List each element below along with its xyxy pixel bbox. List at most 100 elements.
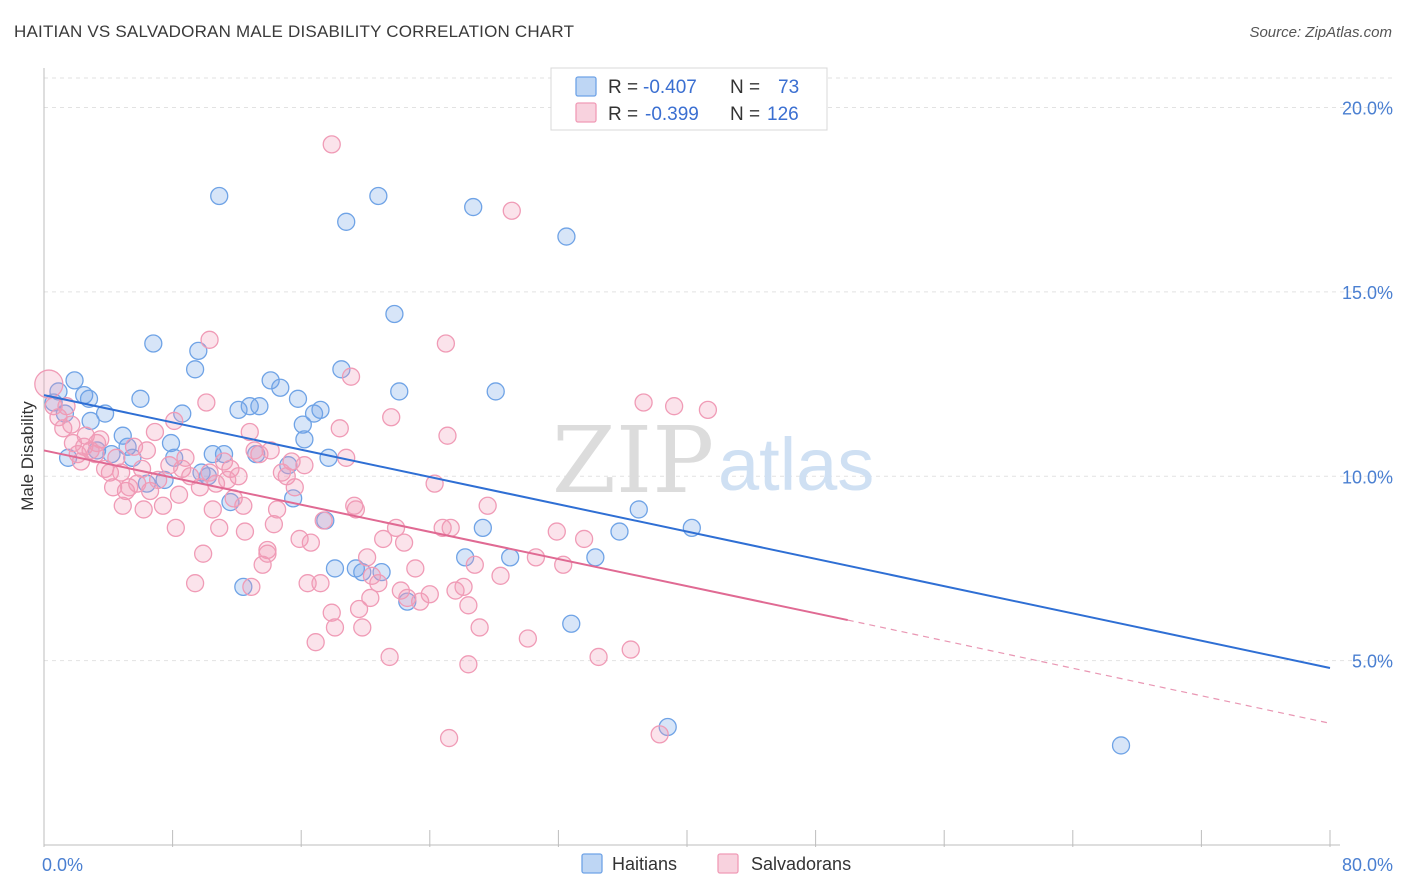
- data-point-salvadorans: [137, 441, 157, 460]
- data-point-haitians: [586, 548, 605, 567]
- data-point-salvadorans: [441, 518, 460, 538]
- data-point-salvadorans: [200, 330, 219, 349]
- data-point-salvadorans: [134, 500, 153, 519]
- legend-r-label-haitians: R =: [608, 77, 638, 98]
- data-point-salvadorans: [57, 397, 76, 416]
- data-point-salvadorans: [314, 511, 333, 530]
- data-point-salvadorans: [547, 522, 566, 541]
- data-point-salvadorans: [267, 500, 287, 519]
- data-point-salvadorans: [478, 496, 497, 515]
- axes: [43, 68, 1340, 847]
- data-point-salvadorans: [261, 441, 280, 460]
- x-tick-labels: 0.0% 80.0%: [42, 855, 1393, 875]
- data-point-haitians: [131, 389, 150, 408]
- data-point-salvadorans: [526, 548, 546, 567]
- data-point-salvadorans: [298, 574, 317, 593]
- data-point-haitians: [288, 389, 308, 408]
- data-point-salvadorans: [203, 500, 222, 519]
- data-point-salvadorans: [322, 603, 341, 622]
- data-point-haitians: [385, 304, 404, 324]
- legend-swatch-haitians: [575, 76, 597, 97]
- chart-source: Source: ZipAtlas.com: [1249, 24, 1392, 41]
- legend-n-value-salvadorans: 126: [767, 104, 799, 125]
- data-point-salvadorans: [258, 544, 277, 563]
- data-point-salvadorans: [439, 728, 459, 748]
- data-point-haitians: [319, 448, 338, 467]
- data-point-salvadorans: [240, 422, 259, 442]
- data-point-salvadorans: [346, 500, 366, 519]
- data-point-salvadorans: [353, 618, 372, 637]
- data-point-salvadorans: [285, 478, 304, 497]
- data-point-salvadorans: [502, 201, 521, 220]
- data-point-salvadorans: [301, 533, 320, 552]
- data-point-salvadorans: [176, 448, 195, 467]
- data-point-haitians: [261, 371, 280, 390]
- data-point-salvadorans: [169, 485, 189, 504]
- data-point-salvadorans: [153, 496, 173, 515]
- watermark: ZIP atlas: [552, 407, 874, 514]
- data-point-haitians: [610, 522, 629, 541]
- data-point-haitians: [161, 433, 181, 453]
- data-point-salvadorans: [250, 444, 269, 464]
- data-point-salvadorans: [306, 633, 325, 652]
- data-point-haitians: [325, 559, 345, 578]
- data-point-salvadorans: [193, 544, 213, 563]
- data-point-salvadorans: [374, 529, 393, 549]
- data-point-salvadorans: [290, 529, 309, 549]
- data-point-haitians: [486, 382, 505, 401]
- data-point-salvadorans: [621, 640, 640, 659]
- data-point-haitians: [562, 614, 581, 633]
- legend-n-label-haitians: N =: [730, 77, 760, 98]
- data-point-salvadorans: [62, 415, 81, 434]
- data-point-salvadorans: [91, 430, 110, 449]
- watermark-zip: ZIP: [552, 407, 714, 514]
- data-point-salvadorans: [200, 463, 219, 482]
- bottom-legend-swatch-salvadorans: [717, 853, 739, 874]
- x-tick-label-start: 0.0%: [42, 855, 83, 875]
- y-tick-labels: 5.0% 10.0% 15.0% 20.0%: [1342, 99, 1393, 672]
- data-point-salvadorans: [361, 588, 380, 608]
- bottom-legend-label-haitians: Haitians: [612, 854, 677, 874]
- data-point-haitians: [337, 212, 356, 231]
- data-point-salvadorans: [357, 548, 377, 567]
- data-point-salvadorans: [234, 496, 253, 515]
- data-point-haitians: [311, 400, 330, 420]
- data-point-salvadorans: [436, 334, 456, 353]
- data-point-salvadorans: [454, 577, 473, 597]
- data-point-salvadorans: [650, 725, 669, 744]
- y-tick-label: 15.0%: [1342, 283, 1393, 303]
- y-tick-label: 20.0%: [1342, 99, 1393, 119]
- data-point-salvadorans: [491, 566, 510, 585]
- data-point-salvadorans: [698, 400, 718, 420]
- data-point-salvadorans: [369, 574, 388, 593]
- data-point-salvadorans: [295, 456, 314, 475]
- data-point-salvadorans: [349, 599, 369, 619]
- data-point-salvadorans: [470, 618, 489, 637]
- data-point-salvadorans: [210, 518, 229, 538]
- data-point-salvadorans: [459, 655, 478, 674]
- trend-line-extension-salvadorans: [847, 619, 1331, 724]
- data-point-salvadorans: [330, 419, 349, 438]
- data-point-salvadorans: [34, 369, 64, 399]
- data-point-salvadorans: [214, 452, 234, 471]
- data-point-salvadorans: [634, 393, 653, 412]
- data-point-haitians: [271, 378, 290, 397]
- data-point-haitians: [210, 186, 229, 206]
- series-salvadorans: [34, 135, 718, 748]
- data-point-haitians: [1111, 736, 1131, 755]
- data-point-salvadorans: [574, 529, 594, 549]
- data-point-salvadorans: [664, 397, 684, 416]
- data-point-salvadorans: [242, 577, 261, 597]
- data-point-salvadorans: [145, 422, 165, 442]
- data-point-salvadorans: [197, 393, 216, 412]
- y-tick-label: 5.0%: [1352, 652, 1393, 672]
- data-point-haitians: [185, 360, 205, 379]
- data-point-haitians: [229, 400, 248, 420]
- data-point-haitians: [293, 415, 312, 434]
- data-point-salvadorans: [185, 574, 205, 593]
- data-point-salvadorans: [380, 647, 399, 667]
- trend-line-haitians: [43, 394, 1331, 669]
- data-point-haitians: [369, 186, 388, 206]
- data-point-salvadorans: [459, 596, 478, 615]
